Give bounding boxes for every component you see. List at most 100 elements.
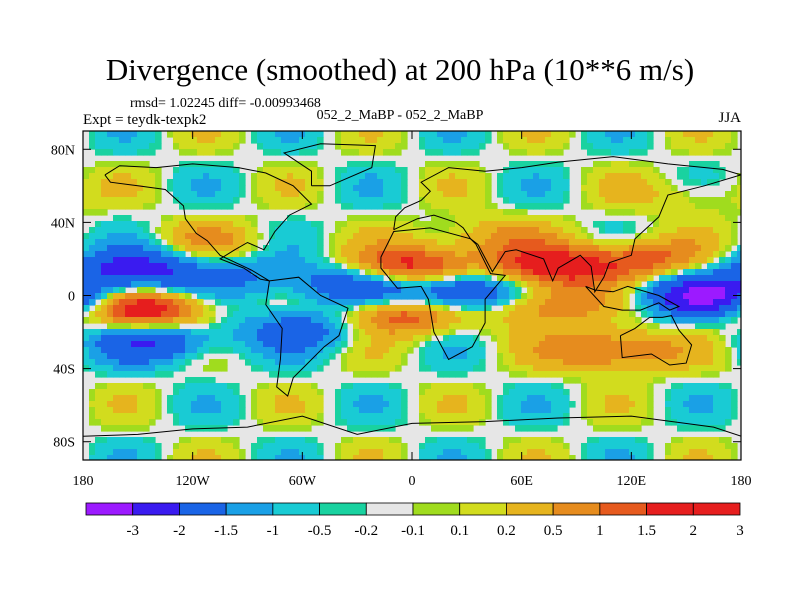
field-cell <box>209 179 216 186</box>
field-cell <box>623 281 630 288</box>
field-cell <box>455 395 462 402</box>
field-cell <box>359 167 366 174</box>
field-cell <box>533 257 540 264</box>
field-cell <box>479 131 486 138</box>
field-cell <box>161 365 168 372</box>
field-cell <box>95 233 102 240</box>
field-cell <box>287 227 294 234</box>
field-cell <box>197 329 204 336</box>
field-cell <box>449 281 456 288</box>
field-cell <box>389 383 396 390</box>
field-cell <box>113 299 120 306</box>
field-cell <box>521 407 528 414</box>
field-cell <box>185 173 192 180</box>
field-cell <box>377 455 384 460</box>
field-cell <box>635 203 642 210</box>
field-cell <box>347 185 354 192</box>
field-cell <box>629 209 636 216</box>
field-cell <box>371 185 378 192</box>
field-cell <box>419 335 426 342</box>
field-cell <box>287 149 294 156</box>
field-cell <box>215 293 222 300</box>
field-cell <box>149 131 156 138</box>
field-cell <box>509 239 516 246</box>
field-cell <box>251 221 258 228</box>
field-cell <box>593 395 600 402</box>
field-cell <box>461 275 468 282</box>
field-cell <box>473 143 480 150</box>
field-cell <box>179 419 186 426</box>
field-cell <box>437 173 444 180</box>
field-cell <box>191 143 198 150</box>
field-cell <box>185 407 192 414</box>
field-cell <box>407 221 414 228</box>
field-cell <box>443 395 450 402</box>
field-cell <box>191 437 198 444</box>
field-cell <box>503 353 510 360</box>
field-cell <box>83 317 90 324</box>
field-cell <box>611 143 618 150</box>
field-cell <box>281 185 288 192</box>
field-cell <box>101 251 108 258</box>
field-cell <box>677 341 684 348</box>
field-cell <box>449 395 456 402</box>
field-cell <box>143 371 150 378</box>
field-cell <box>131 269 138 276</box>
field-cell <box>545 191 552 198</box>
field-cell <box>395 353 402 360</box>
field-cell <box>263 449 270 456</box>
field-cell <box>455 131 462 138</box>
field-cell <box>107 203 114 210</box>
field-cell <box>179 329 186 336</box>
field-cell <box>89 179 96 186</box>
field-cell <box>677 353 684 360</box>
field-cell <box>581 407 588 414</box>
field-cell <box>431 245 438 252</box>
field-cell <box>143 389 150 396</box>
field-cell <box>701 143 708 150</box>
field-cell <box>629 443 636 450</box>
field-cell <box>707 149 714 156</box>
field-cell <box>707 389 714 396</box>
field-cell <box>725 203 732 210</box>
field-cell <box>305 437 312 444</box>
field-cell <box>365 401 372 408</box>
field-cell <box>299 197 306 204</box>
field-cell <box>203 419 210 426</box>
field-cell <box>341 293 348 300</box>
field-cell <box>305 443 312 450</box>
field-cell <box>587 131 594 138</box>
field-cell <box>221 167 228 174</box>
field-cell <box>173 131 180 138</box>
field-cell <box>563 347 570 354</box>
field-cell <box>653 215 660 222</box>
field-cell <box>581 197 588 204</box>
field-cell <box>377 203 384 210</box>
x-tick-label: 60W <box>289 474 317 489</box>
field-cell <box>683 383 690 390</box>
field-cell <box>581 251 588 258</box>
field-cell <box>383 215 390 222</box>
field-cell <box>131 245 138 252</box>
field-cell <box>731 185 738 192</box>
field-cell <box>623 347 630 354</box>
field-cell <box>179 395 186 402</box>
field-cell <box>677 335 684 342</box>
field-cell <box>569 335 576 342</box>
field-cell <box>581 269 588 276</box>
field-cell <box>293 443 300 450</box>
field-cell <box>401 263 408 270</box>
field-cell <box>635 299 642 306</box>
field-cell <box>401 131 408 138</box>
field-cell <box>383 245 390 252</box>
field-cell <box>353 161 360 168</box>
field-cell <box>551 221 558 228</box>
field-cell <box>413 341 420 348</box>
field-cell <box>545 143 552 150</box>
field-cell <box>455 299 462 306</box>
field-cell <box>251 311 258 318</box>
field-cell <box>587 365 594 372</box>
field-cell <box>251 323 258 330</box>
field-cell <box>545 233 552 240</box>
field-cell <box>593 407 600 414</box>
